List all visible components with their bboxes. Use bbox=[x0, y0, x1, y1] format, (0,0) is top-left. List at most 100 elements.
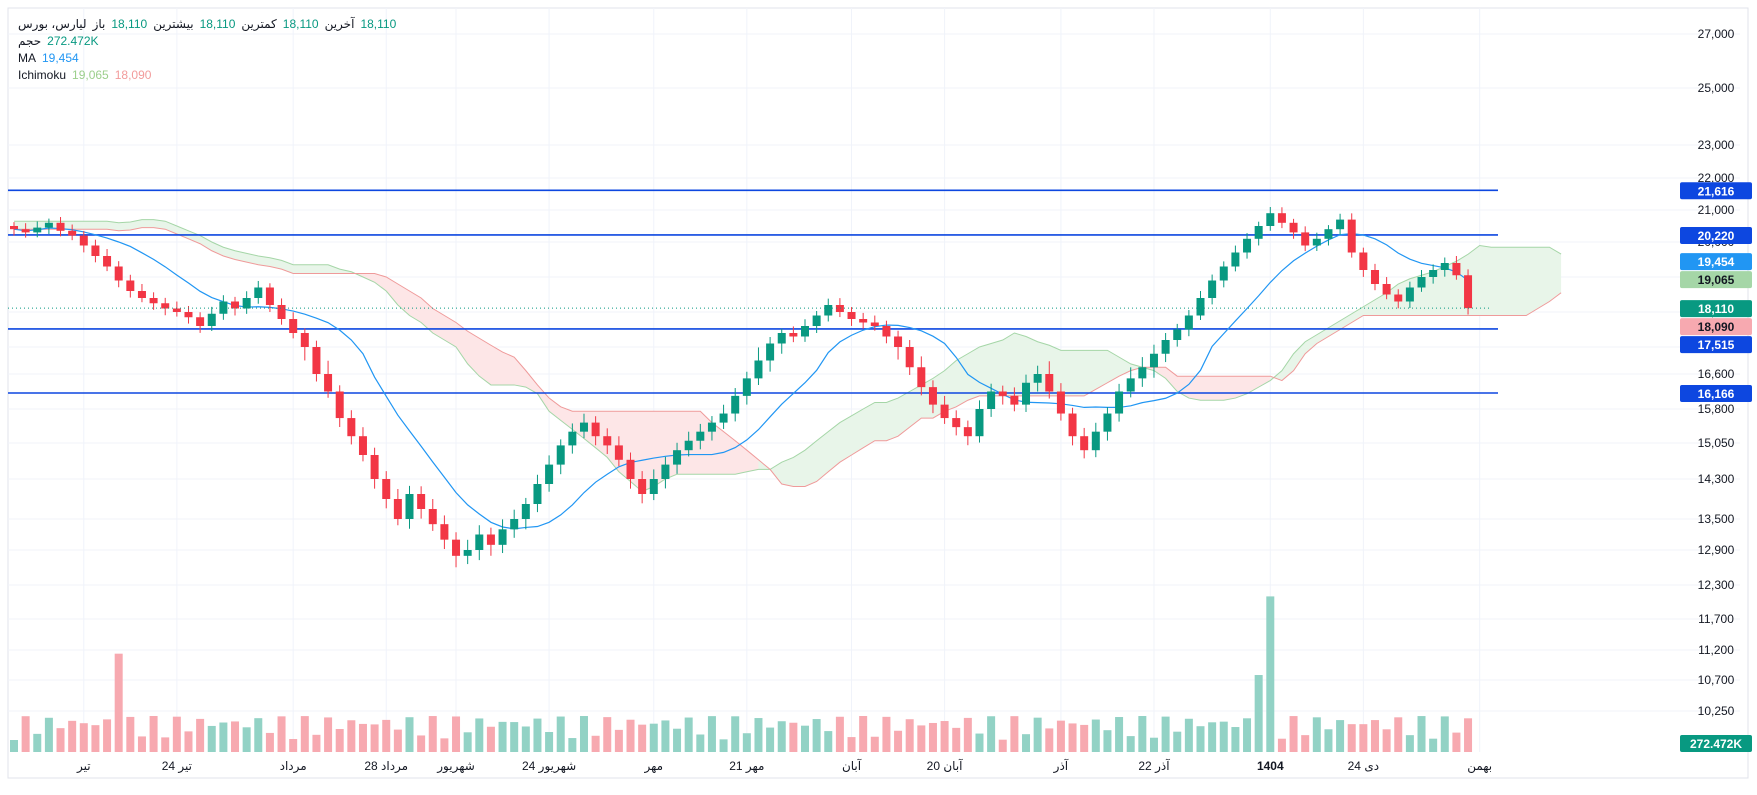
candle-body[interactable] bbox=[521, 504, 530, 519]
candle-body[interactable] bbox=[172, 308, 181, 313]
candle-body[interactable] bbox=[556, 445, 565, 465]
candle-body[interactable] bbox=[1208, 280, 1217, 299]
candle-body[interactable] bbox=[1394, 294, 1403, 302]
candle-body[interactable] bbox=[987, 391, 996, 410]
candle-body[interactable] bbox=[568, 431, 577, 446]
candle-body[interactable] bbox=[1417, 277, 1426, 288]
candle-body[interactable] bbox=[533, 484, 542, 504]
price-axis[interactable]: 27,00025,00023,00022,00021,00020,00019,0… bbox=[1698, 27, 1735, 718]
time-axis[interactable]: تیر 24 تیر مرداد 28 مرداد شهریور 24 شهریور مهر… bbox=[76, 758, 1492, 774]
candle-body[interactable] bbox=[254, 287, 263, 299]
candle-body[interactable] bbox=[952, 418, 961, 428]
candle-body[interactable] bbox=[184, 312, 193, 318]
candle-body[interactable] bbox=[1324, 229, 1333, 239]
candle-body[interactable] bbox=[812, 315, 821, 327]
candle-body[interactable] bbox=[231, 301, 240, 309]
candle-body[interactable] bbox=[486, 534, 495, 545]
candle-body[interactable] bbox=[545, 464, 554, 484]
candle-body[interactable] bbox=[1115, 391, 1124, 414]
candle-body[interactable] bbox=[696, 431, 705, 441]
candle-body[interactable] bbox=[1289, 222, 1298, 233]
candle-body[interactable] bbox=[393, 499, 402, 519]
candle-body[interactable] bbox=[347, 418, 356, 437]
candle-body[interactable] bbox=[963, 427, 972, 437]
candle-body[interactable] bbox=[1464, 275, 1473, 309]
candle-body[interactable] bbox=[1219, 266, 1228, 281]
ohlc-symbol[interactable]: لیارس، بورس bbox=[18, 17, 87, 31]
candle-body[interactable] bbox=[1266, 213, 1275, 226]
candle-body[interactable] bbox=[579, 422, 588, 432]
candle-body[interactable] bbox=[452, 539, 461, 556]
candle-body[interactable] bbox=[1359, 252, 1368, 271]
candle-body[interactable] bbox=[998, 391, 1007, 396]
candle-body[interactable] bbox=[1091, 431, 1100, 451]
candle-body[interactable] bbox=[475, 534, 484, 551]
candle-body[interactable] bbox=[1173, 329, 1182, 341]
candle-body[interactable] bbox=[1138, 367, 1147, 379]
candle-body[interactable] bbox=[10, 226, 18, 230]
candle-body[interactable] bbox=[149, 298, 158, 304]
candle-body[interactable] bbox=[777, 333, 786, 344]
candle-body[interactable] bbox=[614, 445, 623, 460]
candle-body[interactable] bbox=[1347, 219, 1356, 253]
candle-body[interactable] bbox=[219, 301, 228, 314]
candle-body[interactable] bbox=[1161, 340, 1170, 354]
candle-body[interactable] bbox=[1429, 270, 1438, 277]
candle-body[interactable] bbox=[801, 326, 809, 337]
candle-body[interactable] bbox=[882, 326, 891, 337]
candles[interactable] bbox=[8, 206, 1492, 568]
candle-body[interactable] bbox=[161, 303, 170, 309]
candle-body[interactable] bbox=[789, 333, 798, 337]
candle-body[interactable] bbox=[103, 256, 112, 267]
candle-body[interactable] bbox=[905, 347, 914, 368]
candle-body[interactable] bbox=[603, 436, 612, 446]
candle-body[interactable] bbox=[242, 298, 251, 309]
candle-body[interactable] bbox=[1056, 391, 1065, 414]
candle-body[interactable] bbox=[742, 378, 751, 396]
candle-body[interactable] bbox=[137, 291, 146, 298]
candle-body[interactable] bbox=[766, 343, 775, 361]
candle-body[interactable] bbox=[207, 313, 216, 326]
candle-body[interactable] bbox=[1231, 252, 1240, 267]
candle-body[interactable] bbox=[870, 322, 879, 327]
candle-body[interactable] bbox=[1149, 353, 1158, 368]
candle-body[interactable] bbox=[1405, 287, 1414, 302]
candle-body[interactable] bbox=[277, 305, 286, 319]
candle-body[interactable] bbox=[1033, 374, 1042, 383]
candle-body[interactable] bbox=[79, 235, 88, 246]
candle-body[interactable] bbox=[626, 459, 635, 479]
candle-body[interactable] bbox=[1068, 413, 1077, 437]
horizontal-levels[interactable] bbox=[8, 189, 1498, 394]
candle-body[interactable] bbox=[1254, 226, 1263, 239]
candle-body[interactable] bbox=[370, 455, 379, 479]
candle-body[interactable] bbox=[684, 440, 693, 451]
candle-body[interactable] bbox=[1196, 298, 1205, 316]
candle-body[interactable] bbox=[591, 422, 600, 437]
candle-body[interactable] bbox=[44, 222, 53, 228]
candle-body[interactable] bbox=[324, 374, 333, 392]
candle-body[interactable] bbox=[1370, 270, 1379, 284]
candle-body[interactable] bbox=[1277, 213, 1286, 223]
candle-body[interactable] bbox=[1022, 382, 1031, 405]
candle-body[interactable] bbox=[1243, 238, 1252, 253]
candle-body[interactable] bbox=[859, 319, 868, 323]
candle-body[interactable] bbox=[21, 229, 30, 233]
candle-body[interactable] bbox=[673, 450, 682, 465]
candle-body[interactable] bbox=[707, 422, 716, 432]
candle-body[interactable] bbox=[824, 305, 833, 316]
candle-body[interactable] bbox=[1452, 263, 1461, 276]
candle-body[interactable] bbox=[1336, 219, 1345, 230]
candle-body[interactable] bbox=[731, 395, 740, 414]
candle-body[interactable] bbox=[33, 227, 42, 233]
candle-body[interactable] bbox=[1126, 378, 1135, 392]
candle-body[interactable] bbox=[975, 409, 984, 437]
candle-body[interactable] bbox=[661, 464, 670, 479]
candle-body[interactable] bbox=[265, 287, 274, 306]
candle-body[interactable] bbox=[428, 509, 437, 525]
candle-body[interactable] bbox=[1382, 284, 1391, 295]
candle-body[interactable] bbox=[1184, 315, 1193, 330]
candle-body[interactable] bbox=[1440, 263, 1449, 270]
candle-body[interactable] bbox=[405, 494, 414, 519]
candle-body[interactable] bbox=[91, 245, 100, 257]
candle-body[interactable] bbox=[835, 305, 844, 312]
